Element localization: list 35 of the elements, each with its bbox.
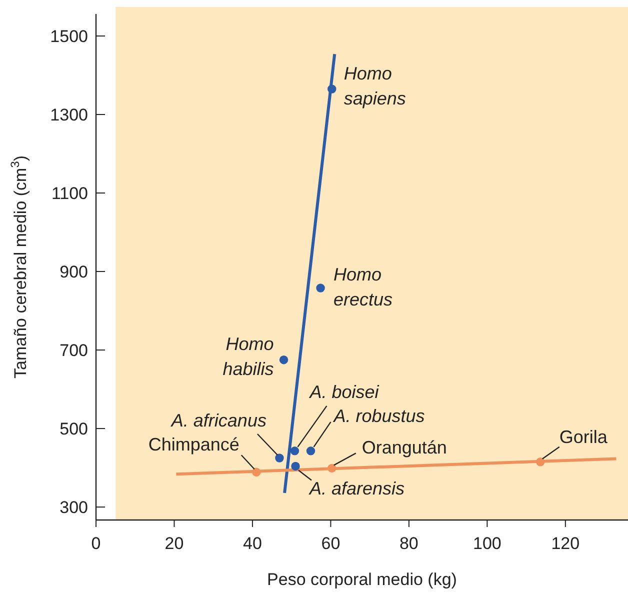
annotation: Chimpancé [148, 434, 240, 454]
point [275, 454, 284, 462]
y-tick-label: 900 [60, 262, 88, 282]
point [279, 355, 288, 364]
annotation: A. robustus [332, 406, 425, 426]
point [290, 446, 300, 456]
annotation: Orangután [362, 437, 447, 458]
annotation: Gorila [559, 427, 608, 448]
x-tick-label: 20 [164, 534, 184, 553]
y-tick-label: 300 [60, 498, 88, 517]
x-tick-label: 0 [91, 534, 101, 553]
annotation: Homo habilis [222, 334, 274, 380]
x-tick-label: 40 [243, 534, 262, 553]
annotation: A. afarensis [308, 478, 405, 499]
y-tick-label: 1300 [50, 105, 88, 124]
point [536, 458, 545, 466]
point [328, 84, 336, 94]
y-tick-label: 500 [60, 419, 88, 438]
point [291, 462, 300, 471]
annotation: A. boisei [308, 382, 380, 402]
annotation: A. africanus [170, 410, 266, 430]
y-tick-label: 1500 [50, 26, 88, 46]
point [316, 284, 325, 292]
x-tick-label: 60 [321, 534, 340, 553]
y-tick-label: 1100 [51, 184, 88, 203]
annotation: Homo erectus [334, 264, 393, 310]
point [328, 464, 336, 473]
x-axis-title: Peso corporal medio (kg) [267, 570, 457, 589]
x-tick-label: 120 [551, 534, 580, 553]
annotation: Homo sapiens [344, 63, 406, 108]
x-tick-label: 80 [399, 534, 418, 553]
x-tick-label: 100 [472, 534, 502, 553]
y-tick-label: 700 [60, 340, 88, 360]
point [306, 446, 316, 456]
point [252, 468, 261, 476]
